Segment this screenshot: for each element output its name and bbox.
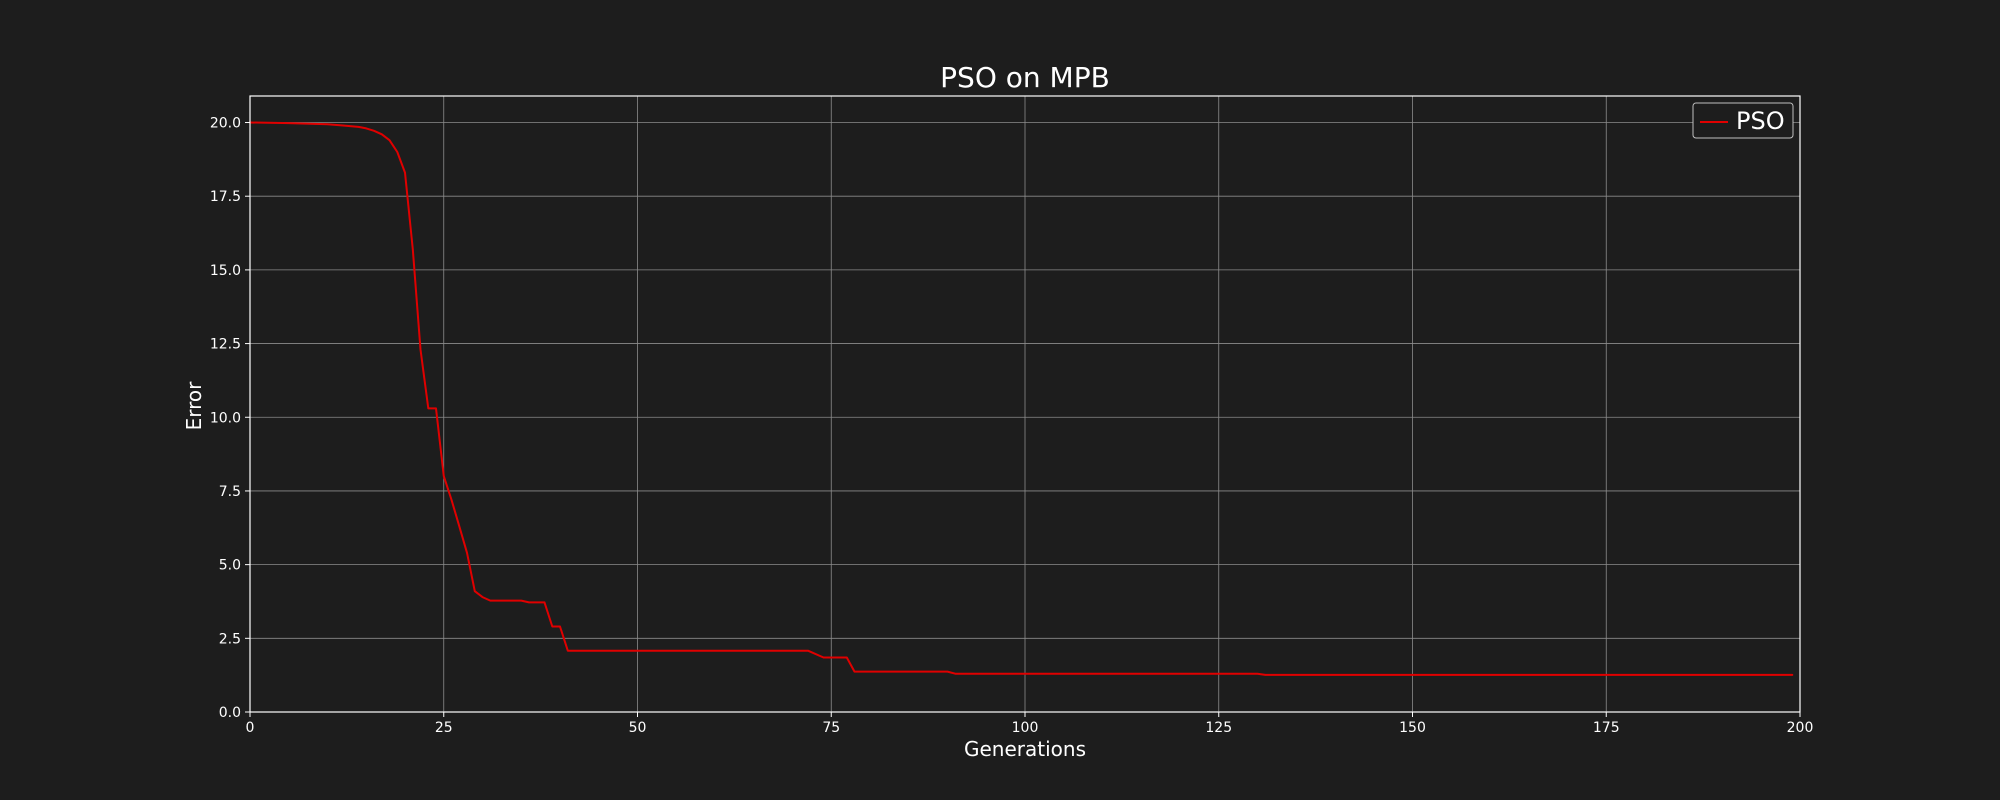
x-tick-label: 0 (246, 720, 255, 736)
x-tick-label: 75 (822, 720, 840, 736)
y-tick-label: 20.0 (210, 116, 241, 132)
x-tick-label: 150 (1399, 720, 1426, 736)
legend-box (1692, 102, 1794, 139)
y-tick-label: 15.0 (210, 263, 241, 279)
ticks (245, 122, 1801, 717)
y-tick-label: 7.5 (219, 484, 241, 500)
y-tick-label: 0.0 (219, 705, 241, 721)
x-tick-label: 50 (629, 720, 647, 736)
x-tick-label: 175 (1593, 720, 1620, 736)
y-tick-label: 2.5 (219, 631, 241, 647)
y-tick-label: 17.5 (210, 189, 241, 205)
y-tick-label: 5.0 (219, 558, 241, 574)
x-axis-title: Generations (964, 737, 1086, 761)
legend: PSO (1692, 102, 1794, 139)
tick-labels: 0 25 50 75 100 125 150 175 200 0.0 2.5 5.0 7.5 10.0 12… (210, 116, 1814, 736)
grid (249, 96, 1801, 713)
x-tick-label: 200 (1787, 720, 1814, 736)
y-tick-label: 12.5 (210, 337, 241, 353)
y-tick-label: 10.0 (210, 410, 241, 426)
y-axis-title: Error (182, 381, 206, 431)
series-line-pso (249, 121, 1794, 676)
x-tick-label: 125 (1205, 720, 1232, 736)
series-layer (249, 121, 1794, 676)
legend-label-pso: PSO (1736, 107, 1785, 135)
chart-title: PSO on MPB (940, 61, 1110, 94)
x-tick-label: 25 (435, 720, 453, 736)
x-tick-label: 100 (1012, 720, 1039, 736)
